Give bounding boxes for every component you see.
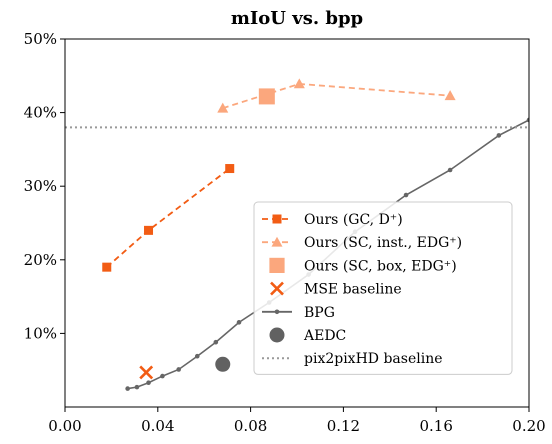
y-tick-label: 40% — [24, 104, 57, 122]
series-gc-point — [102, 262, 112, 272]
y-tick-label: 50% — [24, 30, 57, 48]
series-sc_inst-point — [217, 102, 229, 113]
series-bpg-point — [134, 384, 140, 390]
series-bpg-point — [447, 167, 453, 173]
legend-entry-sc_inst: Ours (SC, inst., EDG⁺) — [262, 235, 462, 251]
legend-entry-pix2pix: pix2pixHD baseline — [262, 351, 443, 367]
x-tick-label: 0.20 — [512, 417, 545, 435]
legend-entry-mse: MSE baseline — [270, 281, 402, 298]
legend-label: Ours (GC, D⁺) — [304, 212, 403, 228]
series-bpg-point — [526, 117, 529, 123]
legend: Ours (GC, D⁺) Ours (SC, inst., EDG⁺) Ours … — [253, 201, 513, 375]
series-bpg-point — [236, 320, 242, 325]
legend-label: pix2pixHD baseline — [304, 351, 443, 367]
series-sc_box-point — [258, 88, 275, 105]
legend-entry-sc_box: Ours (SC, box, EDG⁺) — [269, 257, 457, 274]
x-tick-label: 0.16 — [419, 417, 452, 435]
legend-label: Ours (SC, box, EDG⁺) — [304, 258, 457, 274]
legend-entry-aedc: AEDC — [269, 327, 346, 344]
x-tick-label: 0.04 — [141, 417, 174, 435]
y-tick-label: 30% — [24, 177, 57, 195]
legend-swatch-marker — [272, 214, 282, 224]
series-bpg-point — [176, 367, 181, 372]
series-bpg-point — [146, 380, 151, 386]
series-bpg-point — [194, 353, 200, 359]
legend-entry-gc: Ours (GC, D⁺) — [262, 212, 403, 228]
legend-box — [253, 201, 513, 375]
series-gc-point — [144, 225, 154, 235]
plot-frame — [64, 38, 530, 408]
series-bpg-point — [496, 133, 502, 138]
x-tick-label: 0.08 — [234, 417, 267, 435]
legend-label: Ours (SC, inst., EDG⁺) — [304, 235, 462, 251]
series-sc_inst-line — [222, 82, 451, 110]
series-mse-point-stroke-b — [139, 365, 154, 380]
y-tick-label: 10% — [24, 324, 57, 342]
legend-swatch-marker — [271, 236, 283, 247]
legend-label: AEDC — [303, 328, 346, 344]
series-aedc-point — [215, 356, 231, 372]
legend-swatch-marker — [269, 327, 285, 343]
y-tick-label: 20% — [24, 251, 57, 269]
legend-swatch-marker — [270, 281, 284, 296]
series-bpg-point — [125, 386, 130, 391]
legend-label: BPG — [304, 305, 335, 321]
series-group — [65, 78, 529, 391]
x-tick-label: 0.12 — [327, 417, 360, 435]
series-sc_inst-point — [444, 90, 456, 101]
legend-label: MSE baseline — [304, 282, 402, 298]
x-tick-label: 0.00 — [48, 417, 81, 435]
legend-swatch-marker — [274, 309, 280, 315]
series-gc-line — [106, 167, 231, 268]
plot-area — [65, 78, 529, 391]
series-bpg-point — [160, 373, 165, 379]
legend-swatch-marker-stroke-b — [270, 281, 284, 296]
legend-swatch-marker — [269, 257, 285, 273]
legend-entry-bpg: BPG — [262, 305, 335, 321]
axes: 0.00 0.04 0.08 0.12 0.16 0.20 10% 20% 30% 40% 50% — [24, 30, 546, 435]
series-gc-point — [225, 164, 235, 174]
series-sc_inst-point — [293, 78, 305, 89]
chart-title: mIoU vs. bpp — [231, 8, 363, 29]
series-mse-point — [139, 365, 154, 380]
series-bpg-point — [213, 339, 219, 345]
series-bpg-point — [403, 192, 409, 198]
